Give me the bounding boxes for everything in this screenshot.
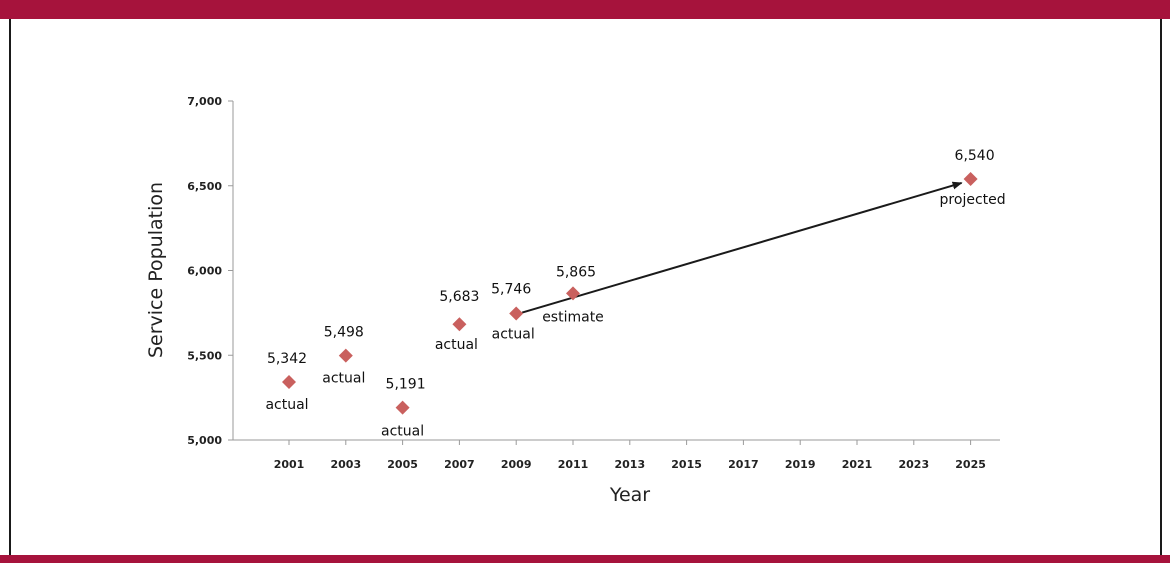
data-note-label: actual [492, 327, 535, 343]
data-point-marker [452, 317, 467, 332]
right-border [1160, 19, 1162, 555]
bottom-accent-bar [0, 555, 1170, 563]
x-tick-label: 2003 [330, 458, 361, 471]
data-point-marker [338, 348, 353, 363]
data-value-label: 5,865 [556, 264, 596, 280]
x-tick-label: 2015 [671, 458, 702, 471]
data-value-label: 5,191 [386, 377, 426, 393]
top-accent-bar [0, 0, 1170, 19]
trend-arrow [521, 181, 963, 314]
data-value-label: 5,342 [267, 351, 307, 367]
x-tick-label: 2025 [955, 458, 986, 471]
data-note-label: actual [381, 424, 424, 440]
data-value-label: 5,683 [439, 289, 479, 305]
x-tick-label: 2005 [387, 458, 418, 471]
y-tick-label: 5,000 [187, 434, 222, 447]
y-tick-label: 6,000 [187, 265, 222, 278]
x-tick-label: 2001 [274, 458, 305, 471]
axes [228, 100, 1000, 445]
data-note-label: actual [435, 337, 478, 353]
data-note-label: estimate [542, 309, 604, 325]
data-value-label: 6,540 [955, 148, 995, 164]
x-tick-label: 2007 [444, 458, 475, 471]
x-tick-label: 2023 [898, 458, 929, 471]
x-tick-label: 2009 [501, 458, 532, 471]
left-border [9, 19, 11, 555]
data-note-label: actual [322, 371, 365, 387]
data-note-label: projected [940, 192, 1006, 208]
tick-labels: 5,000 5,500 6,000 6,500 7,000 2001 2003 2005 200… [187, 95, 986, 471]
data-point-marker [509, 306, 524, 321]
x-axis-title: Year [609, 484, 650, 506]
x-tick-label: 2011 [558, 458, 589, 471]
y-tick-label: 7,000 [187, 95, 222, 108]
data-value-label: 5,746 [491, 282, 531, 298]
trend-arrow-layer [521, 181, 963, 314]
x-tick-label: 2017 [728, 458, 759, 471]
data-value-label: 5,498 [324, 325, 364, 341]
data-note-label: actual [265, 397, 308, 413]
data-point-marker [282, 375, 296, 390]
x-tick-label: 2021 [842, 458, 873, 471]
data-points [282, 171, 978, 415]
data-point-marker [566, 286, 580, 301]
y-tick-label: 5,500 [187, 349, 222, 362]
y-tick-label: 6,500 [187, 180, 222, 193]
x-tick-label: 2019 [785, 458, 816, 471]
data-point-marker [395, 400, 410, 415]
data-point-marker [963, 171, 978, 186]
x-tick-label: 2013 [614, 458, 645, 471]
data-labels: 5,342 actual 5,498 actual 5,191 actual 5,683 ac… [265, 148, 1005, 440]
y-axis-title: Service Population [145, 182, 167, 358]
